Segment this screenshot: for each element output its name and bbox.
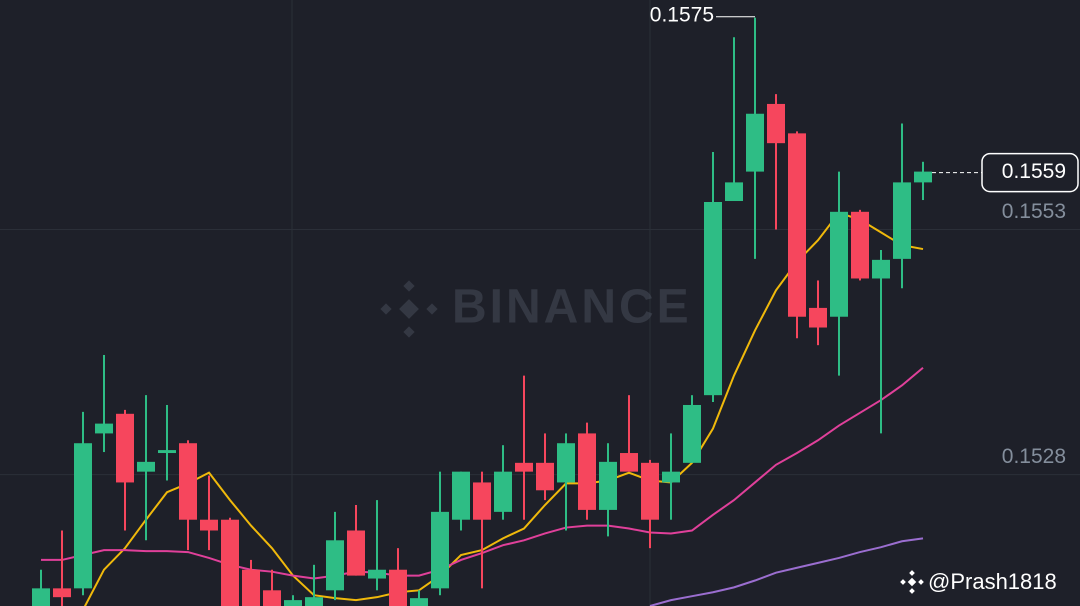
candle-body [767, 103, 785, 144]
candle-body [116, 413, 134, 483]
candle-body [704, 202, 722, 396]
candle-body [452, 471, 470, 520]
y-tick-label: 0.1553 [1002, 200, 1066, 223]
candle-body [557, 443, 575, 483]
last-price-label: 0.1559 [1002, 160, 1066, 183]
candle-body [263, 590, 281, 606]
candle-body [662, 471, 680, 483]
candle-body [578, 433, 596, 510]
candle-body [179, 443, 197, 520]
candle-body [305, 597, 323, 606]
candle-body [473, 482, 491, 520]
candle-body [368, 569, 386, 579]
last-price-box [981, 152, 1079, 193]
max-price-label: 0.1575 [650, 3, 714, 26]
candle-body [53, 588, 71, 598]
moving-average-line [649, 537, 924, 606]
candle-body [410, 598, 428, 606]
candle-body [347, 530, 365, 576]
candle-body [515, 462, 533, 472]
candle-body [872, 259, 890, 279]
candle-body [893, 182, 911, 259]
candle-body [494, 471, 512, 512]
candle-body [32, 588, 50, 606]
moving-average-line [83, 211, 924, 606]
candle-body [788, 133, 806, 317]
candle-body [683, 404, 701, 463]
candle-body [137, 461, 155, 472]
candle-body [830, 211, 848, 317]
candle-body [284, 600, 302, 606]
y-tick-label: 0.1528 [1002, 445, 1066, 468]
candle-body [158, 450, 176, 454]
candle-body [200, 519, 218, 531]
candle-body [242, 569, 260, 606]
candle-body [599, 461, 617, 510]
credit: @Prash1818 [928, 569, 1057, 594]
candle-body [389, 569, 407, 606]
candle-body [326, 540, 344, 591]
watermark-text: BINANCE [452, 281, 692, 334]
candle-body [74, 443, 92, 589]
candle-body [641, 462, 659, 520]
candle-body [221, 519, 239, 606]
candle-body [536, 462, 554, 491]
candle-body [746, 113, 764, 172]
candle-body [725, 182, 743, 202]
candle-body [620, 453, 638, 472]
candle-body [95, 423, 113, 434]
candle-body [851, 211, 869, 279]
candle-body [809, 307, 827, 328]
candle-body [914, 171, 932, 183]
candle-body [431, 511, 449, 589]
